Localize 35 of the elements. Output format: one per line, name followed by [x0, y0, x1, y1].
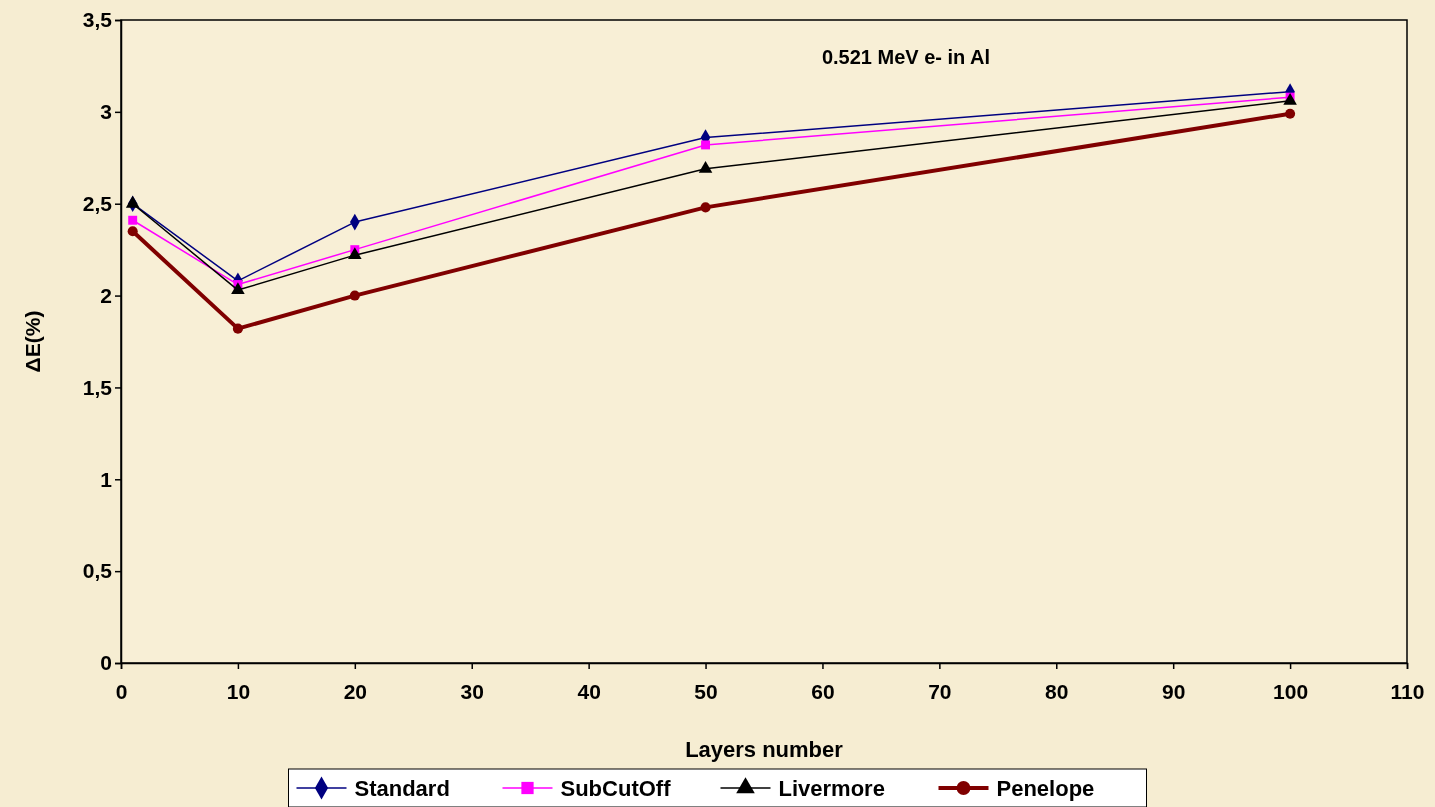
point — [128, 215, 138, 225]
x-tick-label: 90 — [1162, 680, 1186, 704]
y-tick-label: 3 — [100, 100, 112, 124]
y-tick-label: 1 — [100, 467, 113, 491]
y-tick-label: 3,5 — [82, 8, 113, 32]
x-tick-label: 10 — [226, 680, 251, 704]
x-tick-label: 0 — [115, 680, 128, 704]
legend-label: Standard — [354, 775, 450, 801]
x-tick-label: 70 — [928, 680, 952, 704]
text: 0.521 MeV e- in Al — [821, 46, 991, 68]
point — [349, 290, 360, 301]
point — [348, 247, 362, 260]
point — [700, 202, 711, 213]
y-tick-label: 1,5 — [82, 375, 113, 399]
legend-label: Penelope — [996, 775, 1095, 801]
point — [701, 140, 711, 150]
x-tick-label: 40 — [577, 680, 601, 704]
y-axis-title: ΔE(%) — [21, 310, 44, 373]
x-tick-label: 60 — [811, 680, 835, 704]
x-tick-label: 30 — [460, 680, 484, 704]
x-tick-label: 100 — [1273, 680, 1309, 704]
x-tick-label: 80 — [1045, 680, 1069, 704]
legend-label: Livermore — [778, 775, 885, 801]
x-tick-label: 50 — [694, 680, 718, 704]
y-tick-label: 0 — [100, 651, 112, 675]
x-tick-label: 110 — [1390, 680, 1425, 704]
y-tick-label: 2,5 — [82, 191, 113, 215]
y-tick-label: 0,5 — [82, 559, 113, 583]
x-tick-label: 20 — [343, 680, 367, 704]
point — [127, 226, 138, 237]
point — [232, 323, 243, 334]
x-axis-title: Layers number — [685, 737, 844, 762]
legend-label: SubCutOff — [560, 775, 672, 801]
y-tick-label: 2 — [100, 283, 112, 307]
point — [1285, 108, 1296, 119]
